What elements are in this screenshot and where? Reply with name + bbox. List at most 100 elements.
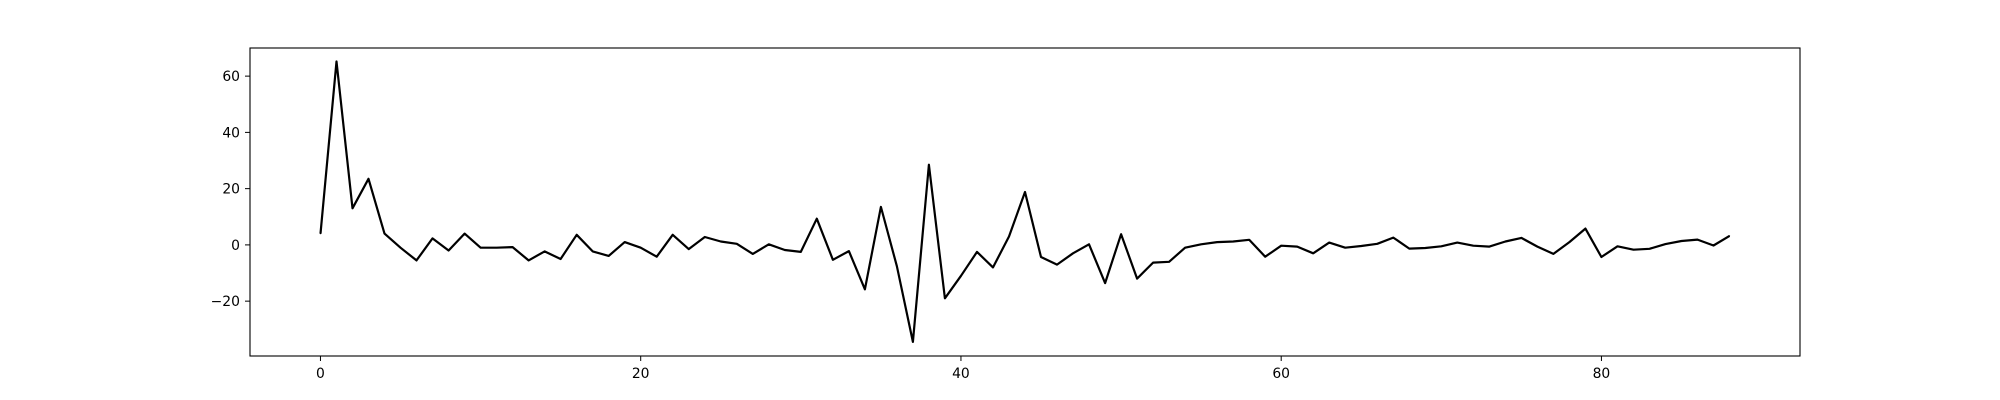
data-point (1440, 245, 1442, 247)
y-tick-label: −20 (211, 294, 240, 310)
data-point (1344, 247, 1346, 249)
data-point (800, 251, 802, 253)
series-line (319, 60, 1731, 343)
data-point (576, 234, 578, 236)
data-point (1504, 240, 1506, 243)
y-tick-label: 60 (222, 69, 240, 85)
data-point (528, 259, 530, 261)
data-point (1296, 246, 1298, 248)
data-point (1408, 248, 1410, 250)
data-point (624, 241, 626, 243)
x-tick-label: 60 (1272, 366, 1290, 382)
data-point (1616, 245, 1619, 247)
data-point (1264, 256, 1266, 258)
data-points (319, 60, 1731, 343)
data-point (736, 243, 738, 245)
data-point (464, 233, 466, 235)
data-point (928, 164, 930, 166)
y-tick-label: 0 (231, 238, 240, 254)
data-point (896, 265, 898, 267)
data-point (1008, 235, 1010, 238)
data-point (832, 259, 834, 261)
data-point (1456, 242, 1458, 244)
data-point (1040, 256, 1042, 258)
data-point (383, 233, 386, 235)
data-point (496, 247, 498, 249)
data-point (1584, 228, 1586, 230)
data-point (431, 237, 434, 239)
data-point (1696, 239, 1699, 241)
data-point (1232, 240, 1234, 243)
data-point (335, 60, 338, 63)
data-point (1184, 247, 1186, 249)
data-point (1120, 233, 1122, 235)
data-point (1664, 243, 1667, 245)
data-point (1248, 239, 1250, 241)
data-point (1056, 264, 1058, 266)
data-point (944, 297, 946, 299)
data-point (784, 249, 786, 251)
x-tick-label: 20 (632, 366, 650, 382)
y-tick-label: 20 (222, 182, 240, 198)
data-point (816, 218, 818, 220)
data-point (1392, 237, 1394, 239)
data-point (864, 288, 866, 290)
data-point (1072, 252, 1074, 254)
data-point (992, 266, 994, 268)
data-point (1632, 249, 1635, 251)
data-point (448, 249, 450, 252)
data-point (319, 233, 322, 235)
data-point (1168, 261, 1170, 263)
data-point (415, 259, 418, 261)
data-point (1680, 240, 1683, 242)
data-point (1568, 241, 1570, 243)
data-point (511, 246, 514, 248)
data-point (1712, 244, 1715, 247)
data-point (1552, 253, 1554, 255)
data-point (688, 248, 690, 250)
data-point (704, 236, 706, 238)
data-point (1280, 245, 1282, 247)
data-point (1152, 262, 1154, 264)
data-point (1472, 245, 1474, 247)
data-point (1104, 282, 1106, 284)
data-point (656, 256, 658, 258)
data-point (1600, 256, 1602, 258)
data-point (1520, 237, 1522, 239)
data-point (720, 240, 722, 243)
data-point (880, 206, 882, 208)
tick-layer: 0 20 40 60 80 −20 0 20 40 60 (211, 69, 1611, 382)
x-tick-label: 0 (316, 366, 325, 382)
plot-frame (249, 47, 1801, 357)
data-point (1024, 191, 1026, 193)
data-point (752, 253, 754, 255)
data-point (1648, 248, 1651, 250)
data-point (848, 250, 850, 252)
data-point (1536, 246, 1538, 248)
x-tick-label: 40 (952, 366, 970, 382)
y-tick-label: 40 (222, 125, 240, 141)
data-point (1376, 243, 1378, 245)
data-point (1488, 246, 1490, 248)
data-point (1360, 245, 1362, 247)
data-point (960, 275, 962, 277)
data-point (1136, 278, 1138, 280)
data-point (912, 341, 914, 343)
data-point (1312, 252, 1314, 254)
data-point (1728, 235, 1731, 237)
data-point (544, 250, 546, 252)
data-point (672, 234, 674, 236)
data-point (1328, 242, 1330, 244)
data-point (1088, 243, 1090, 245)
x-tick-label: 80 (1593, 366, 1611, 382)
data-point (1200, 243, 1202, 245)
data-point (608, 255, 610, 257)
data-point (768, 243, 770, 245)
data-point (351, 207, 354, 209)
data-point (1216, 241, 1218, 243)
data-point (592, 250, 594, 252)
data-point (1424, 247, 1426, 249)
data-point (367, 178, 370, 180)
data-point (640, 247, 642, 249)
